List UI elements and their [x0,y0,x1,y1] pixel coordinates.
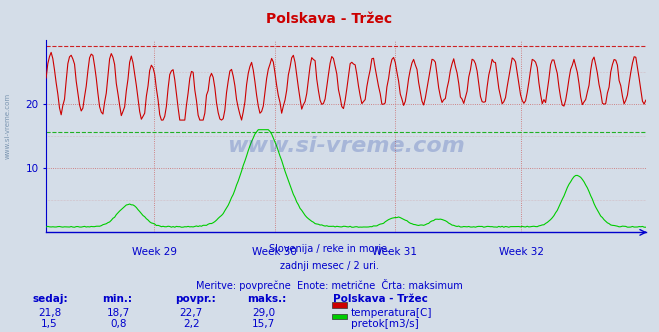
Text: www.si-vreme.com: www.si-vreme.com [227,136,465,156]
Text: Meritve: povprečne  Enote: metrične  Črta: maksimum: Meritve: povprečne Enote: metrične Črta:… [196,279,463,290]
Text: 22,7: 22,7 [179,308,203,318]
Text: 29,0: 29,0 [252,308,275,318]
Text: Week 29: Week 29 [132,247,177,257]
Text: 1,5: 1,5 [41,319,58,329]
Text: sedaj:: sedaj: [33,294,69,304]
Text: 0,8: 0,8 [110,319,127,329]
Text: maks.:: maks.: [247,294,287,304]
Text: zadnji mesec / 2 uri.: zadnji mesec / 2 uri. [280,261,379,271]
Text: povpr.:: povpr.: [175,294,215,304]
Text: Polskava - Tržec: Polskava - Tržec [266,12,393,26]
Text: Week 31: Week 31 [372,247,417,257]
Text: min.:: min.: [102,294,132,304]
Text: 15,7: 15,7 [252,319,275,329]
Text: Week 32: Week 32 [499,247,544,257]
Text: 2,2: 2,2 [183,319,200,329]
Text: pretok[m3/s]: pretok[m3/s] [351,319,418,329]
Text: 18,7: 18,7 [107,308,130,318]
Text: 21,8: 21,8 [38,308,61,318]
Text: temperatura[C]: temperatura[C] [351,308,432,318]
Text: Week 30: Week 30 [252,247,297,257]
Text: Polskava - Tržec: Polskava - Tržec [333,294,428,304]
Text: Slovenija / reke in morje.: Slovenija / reke in morje. [269,244,390,254]
Text: www.si-vreme.com: www.si-vreme.com [5,93,11,159]
